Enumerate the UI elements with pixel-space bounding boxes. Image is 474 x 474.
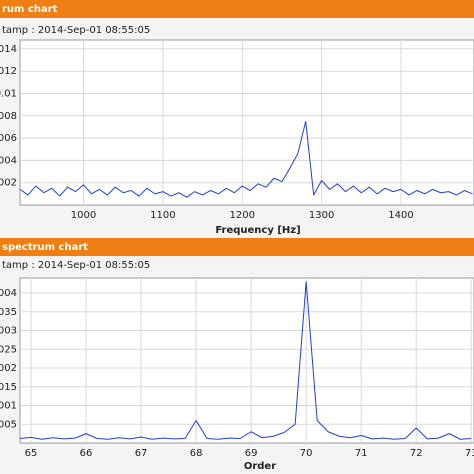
x-tick-label: 69 — [245, 448, 258, 459]
y-tick-label: 0.006 — [0, 133, 17, 144]
x-tick-label: 65 — [25, 448, 38, 459]
y-tick-label: 0.014 — [0, 44, 17, 55]
x-tick-label: 66 — [80, 448, 93, 459]
x-tick-label: 1400 — [388, 210, 413, 221]
y-tick-label: 0.012 — [0, 66, 17, 77]
x-tick-label: 73 — [465, 448, 474, 459]
y-tick-label: 0.0035 — [0, 307, 17, 318]
x-axis-label: Order — [244, 461, 276, 472]
y-tick-label: 0.002 — [0, 363, 17, 374]
timestamp: tamp : 2014-Sep-01 08:55:05 — [2, 25, 150, 36]
chart-title: rum chart — [2, 4, 58, 15]
header-bar — [0, 0, 474, 18]
x-tick-label: 72 — [410, 448, 423, 459]
y-tick-label: 0.003 — [0, 326, 17, 337]
spectrum-line — [19, 120, 473, 198]
header-bar — [0, 238, 474, 256]
timestamp: tamp : 2014-Sep-01 08:55:05 — [2, 260, 150, 271]
x-tick-label: 1200 — [230, 210, 255, 221]
y-tick-label: 0.01 — [0, 89, 17, 100]
x-tick-label: 1100 — [150, 210, 175, 221]
y-tick-label: 0.001 — [0, 401, 17, 412]
chart-title: spectrum chart — [2, 242, 88, 253]
x-tick-label: 1000 — [71, 210, 96, 221]
y-tick-label: 0.004 — [0, 155, 17, 166]
x-tick-label: 68 — [190, 448, 203, 459]
x-tick-label: 67 — [135, 448, 148, 459]
plot-area — [19, 277, 474, 444]
x-tick-label: 71 — [355, 448, 368, 459]
x-tick-label: 70 — [300, 448, 313, 459]
x-tick-label: 1300 — [309, 210, 334, 221]
spectrum-line — [19, 281, 472, 440]
y-tick-label: 0.002 — [0, 178, 17, 189]
y-tick-label: 0.008 — [0, 111, 17, 122]
y-tick-label: 0.004 — [0, 288, 17, 299]
y-tick-label: 0.0015 — [0, 382, 17, 393]
x-axis-label: Frequency [Hz] — [215, 225, 300, 236]
plot-area — [19, 39, 474, 206]
y-tick-label: 0.0025 — [0, 344, 17, 355]
